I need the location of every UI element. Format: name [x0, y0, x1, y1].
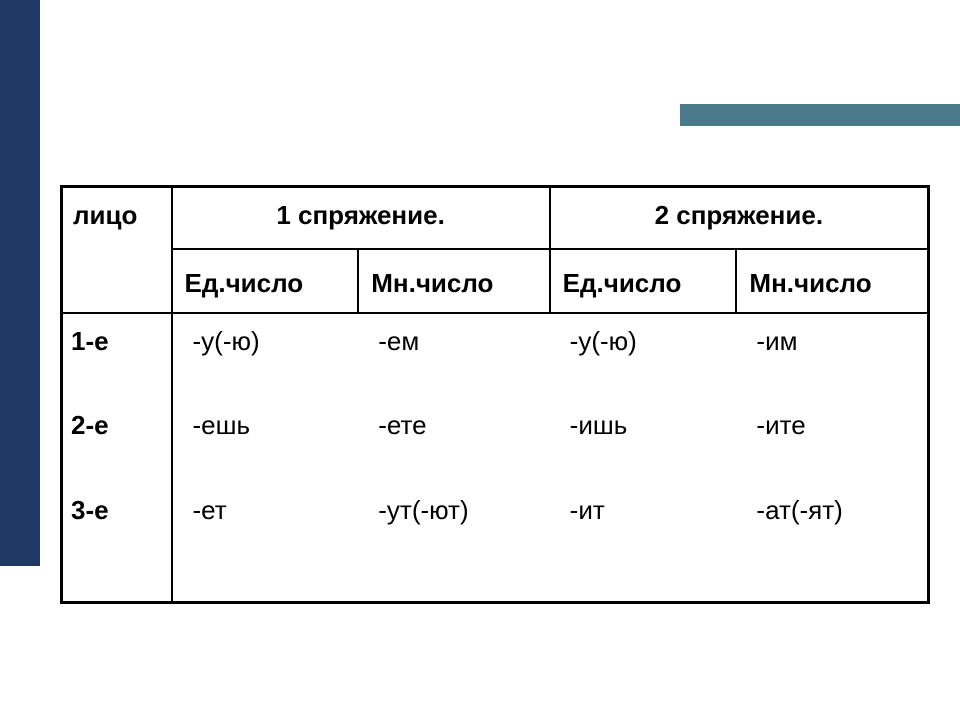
cell-c1-sg: -ешь [172, 398, 359, 483]
cell-c2-sg: -у(-ю) [550, 313, 737, 398]
cell-c2-sg: -ишь [550, 398, 737, 483]
subheader-c1-pl: Мн.число [358, 249, 549, 313]
right-accent-bar [680, 104, 960, 126]
subheader-c2-pl: Мн.число [736, 249, 928, 313]
cell-person: 2-е [62, 398, 172, 483]
cell-c1-sg: -ет [172, 483, 359, 603]
table-subheader-row: Ед.число Мн.число Ед.число Мн.число [62, 249, 929, 313]
cell-c1-pl: -ете [358, 398, 549, 483]
cell-c1-pl: -ем [358, 313, 549, 398]
cell-c1-sg: -у(-ю) [172, 313, 359, 398]
header-conj2: 2 спряжение. [550, 187, 929, 249]
cell-c2-pl: -ите [736, 398, 928, 483]
cell-person: 1-е [62, 313, 172, 398]
conjugation-table: лицо 1 спряжение. 2 спряжение. Ед.число … [60, 185, 930, 604]
cell-c2-pl: -им [736, 313, 928, 398]
header-person: лицо [62, 187, 172, 313]
subheader-c1-sg: Ед.число [172, 249, 359, 313]
left-accent-bar [0, 0, 40, 566]
subheader-c2-sg: Ед.число [550, 249, 737, 313]
table-header-row: лицо 1 спряжение. 2 спряжение. [62, 187, 929, 249]
cell-c2-pl: -ат(-ят) [736, 483, 928, 603]
header-conj1: 1 спряжение. [172, 187, 550, 249]
table-row: 2-е -ешь -ете -ишь -ите [62, 398, 929, 483]
cell-c2-sg: -ит [550, 483, 737, 603]
conjugation-table-container: лицо 1 спряжение. 2 спряжение. Ед.число … [60, 185, 930, 604]
table-row: 3-е -ет -ут(-ют) -ит -ат(-ят) [62, 483, 929, 603]
cell-person: 3-е [62, 483, 172, 603]
cell-c1-pl: -ут(-ют) [358, 483, 549, 603]
table-row: 1-е -у(-ю) -ем -у(-ю) -им [62, 313, 929, 398]
